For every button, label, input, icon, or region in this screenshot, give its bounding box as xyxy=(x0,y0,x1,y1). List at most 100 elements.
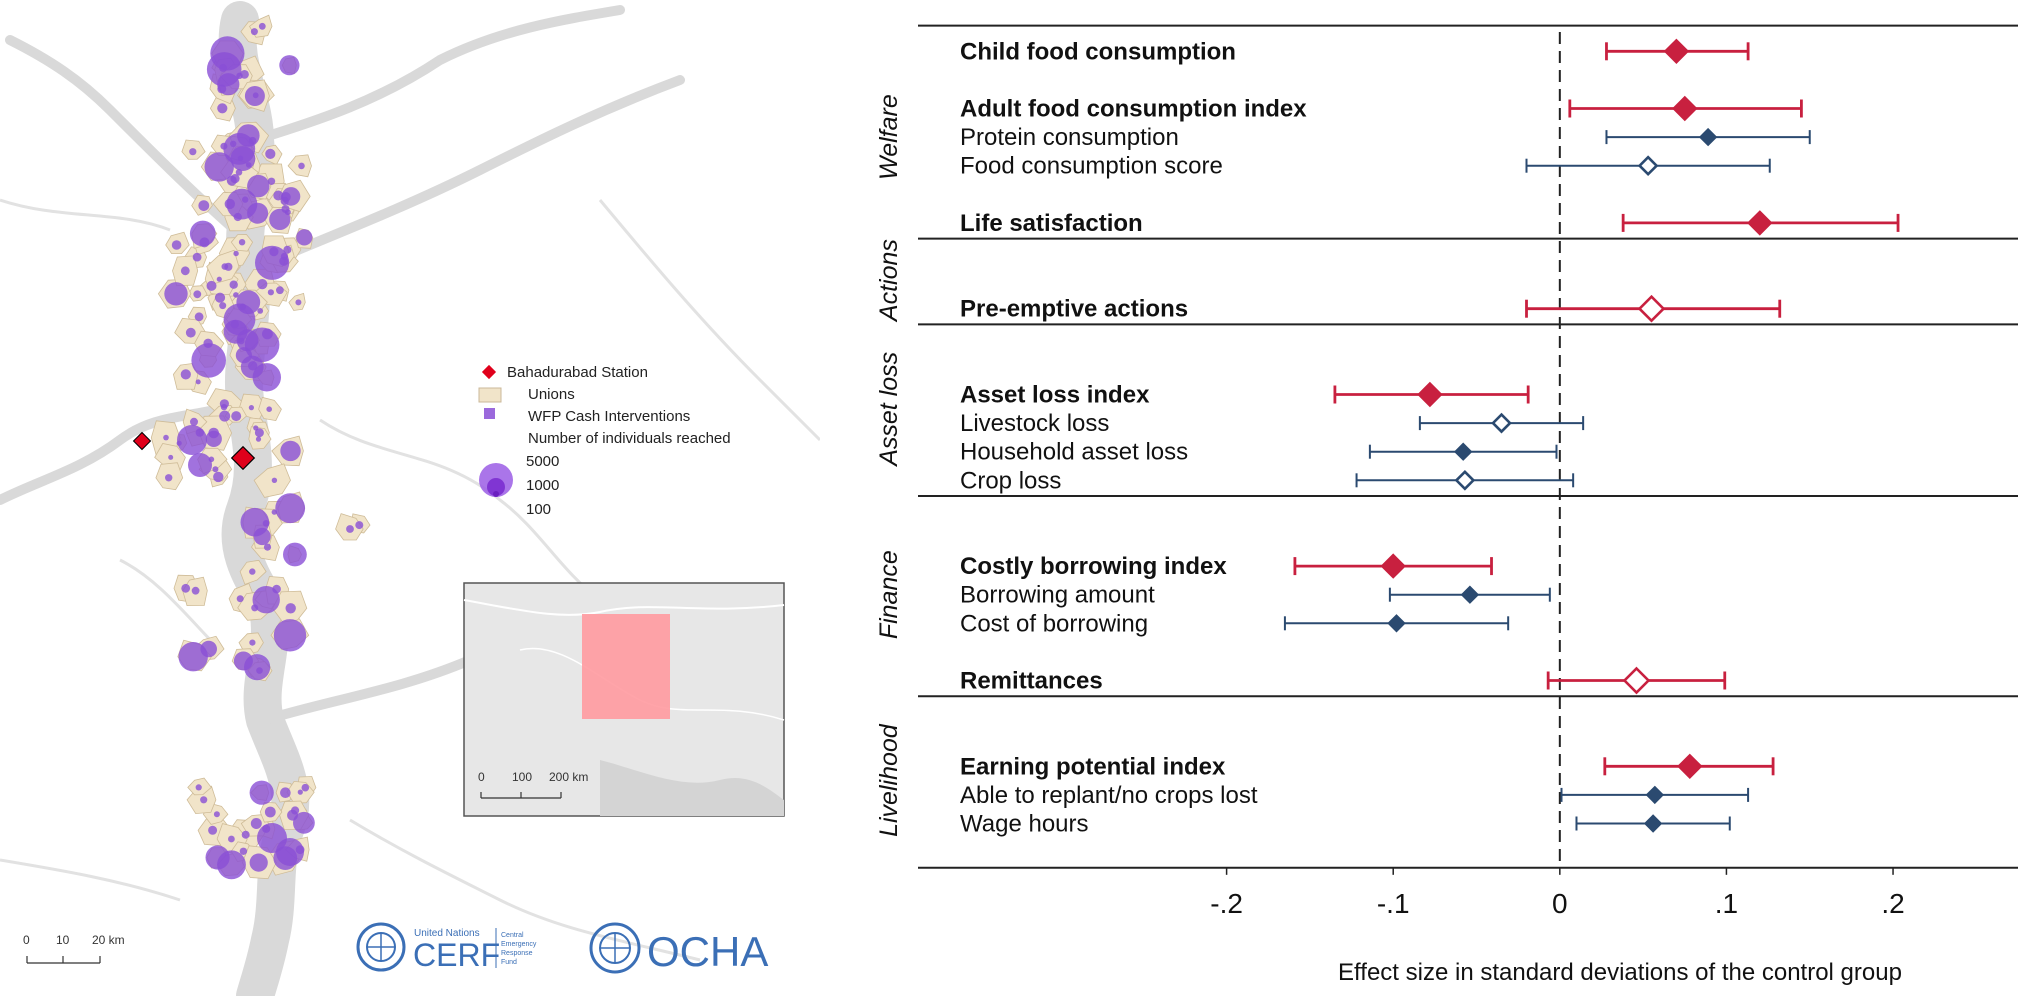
ocha-logo: OCHA xyxy=(589,922,768,975)
wfp-bubble xyxy=(192,252,202,262)
wfp-bubble xyxy=(264,806,276,818)
legend-size-label-100: 100 xyxy=(526,501,551,518)
x-tick-label: .1 xyxy=(1715,888,1738,919)
group-label: Actions xyxy=(875,239,903,323)
wfp-bubble xyxy=(191,343,226,378)
wfp-bubble xyxy=(295,299,302,306)
point-estimates xyxy=(1380,38,1773,833)
inset-highlight-area xyxy=(582,614,670,719)
wfp-bubble xyxy=(269,208,291,230)
cerf-desc-1: Central xyxy=(501,932,524,939)
group-label: Asset loss xyxy=(875,352,903,468)
group-dividers xyxy=(918,24,2018,869)
cerf-logo: United Nations CERF Central Emergency Re… xyxy=(356,922,537,973)
wfp-bubble xyxy=(256,667,263,674)
point-estimate-marker xyxy=(1698,127,1718,147)
coefficient-plot: Welfare Actions Asset loss Finance Livelihoo… xyxy=(875,24,2018,986)
x-tick-label: -.1 xyxy=(1377,888,1410,919)
row-labels: Child food consumption Adult food consump… xyxy=(960,38,1307,837)
inset-scale-label-200: 200 km xyxy=(549,770,588,784)
row-label: Protein consumption xyxy=(960,124,1179,151)
wfp-bubble xyxy=(252,586,280,614)
legend-size-100 xyxy=(493,491,499,497)
wfp-bubble xyxy=(269,247,279,257)
x-axis-label: Effect size in standard deviations of th… xyxy=(1338,959,1902,986)
wfp-bubble xyxy=(241,830,250,839)
wfp-bubble xyxy=(213,811,220,818)
wfp-bubble xyxy=(214,292,226,303)
inset-scale-label-0: 0 xyxy=(478,770,485,784)
wfp-bubble xyxy=(226,175,237,186)
row-label: Borrowing amount xyxy=(960,582,1155,609)
wfp-bubble xyxy=(249,853,268,872)
wfp-bubble xyxy=(266,406,273,413)
wfp-bubble xyxy=(346,525,354,533)
minor-river xyxy=(349,818,701,962)
wfp-bubble xyxy=(190,417,198,426)
wfp-bubble xyxy=(204,152,234,182)
wfp-bubble xyxy=(265,148,276,159)
inset-border-line xyxy=(463,599,785,616)
wfp-bubble xyxy=(219,302,227,310)
legend-reached-label: Number of individuals reached xyxy=(528,430,731,447)
wfp-bubble xyxy=(355,521,364,530)
wfp-bubble xyxy=(180,266,190,276)
point-estimate-marker xyxy=(1643,814,1663,833)
wfp-bubble xyxy=(213,471,224,483)
wfp-bubble xyxy=(217,850,246,880)
row-label: Food consumption score xyxy=(960,153,1223,180)
wfp-bubble xyxy=(198,200,210,212)
legend-wfp-label: WFP Cash Interventions xyxy=(528,408,690,425)
cerf-small-text: United Nations xyxy=(414,928,480,939)
point-estimate-marker xyxy=(1637,294,1666,323)
inset-map: 0 100 200 km xyxy=(463,582,785,817)
wfp-bubble xyxy=(181,583,191,593)
wfp-bubble xyxy=(280,440,301,462)
wfp-bubble xyxy=(200,796,208,804)
wfp-bubble xyxy=(250,818,262,829)
wfp-bubble xyxy=(220,142,228,150)
cerf-desc-2: Emergency xyxy=(501,941,537,948)
wfp-bubble xyxy=(189,148,197,156)
group-label: Finance xyxy=(875,550,903,639)
wfp-bubble xyxy=(239,847,248,855)
wfp-bubble xyxy=(283,245,292,254)
point-estimate-marker xyxy=(1622,666,1651,695)
wfp-bubble xyxy=(223,303,256,336)
point-estimate-marker xyxy=(1645,785,1665,805)
wfp-bubble xyxy=(221,263,229,270)
wfp-bubble xyxy=(248,405,254,411)
wfp-bubble xyxy=(233,212,242,222)
wfp-bubble xyxy=(233,292,239,298)
point-estimate-marker xyxy=(1453,442,1473,461)
wfp-bubble xyxy=(168,454,174,460)
wfp-bubble xyxy=(287,809,298,821)
wfp-bubble xyxy=(235,169,243,176)
group-label: Livelihood xyxy=(875,723,903,837)
wfp-bubble xyxy=(249,568,256,575)
group-labels: Welfare Actions Asset loss Finance Livelihoo… xyxy=(875,94,903,837)
wfp-bubble xyxy=(230,146,256,172)
map-svg: Bahadurabad Station Unions WFP Cash Inte… xyxy=(0,0,822,1001)
minor-river xyxy=(0,858,181,902)
wfp-bubble xyxy=(257,308,264,314)
wfp-bubble xyxy=(301,783,310,792)
cerf-desc-3: Response xyxy=(501,950,533,957)
x-tick-label: .2 xyxy=(1881,888,1904,919)
wfp-bubble xyxy=(271,477,278,483)
legend-station-label: Bahadurabad Station xyxy=(507,364,648,381)
wfp-bubble xyxy=(189,220,216,247)
group-label: Welfare xyxy=(875,94,903,180)
minor-river xyxy=(598,199,822,442)
x-axis: -.2 -.1 0 .1 .2 xyxy=(1210,867,1905,919)
row-label: Able to replant/no crops lost xyxy=(960,782,1258,809)
scale-label-10: 10 xyxy=(56,933,70,947)
wfp-bubble xyxy=(185,327,196,338)
wfp-bubble xyxy=(219,399,229,409)
wfp-bubble xyxy=(249,780,274,805)
wfp-bubble xyxy=(229,280,238,289)
wfp-bubble xyxy=(236,329,259,352)
minor-river xyxy=(319,418,601,602)
wfp-bubble xyxy=(254,428,264,438)
x-tick-label: -.2 xyxy=(1210,888,1243,919)
